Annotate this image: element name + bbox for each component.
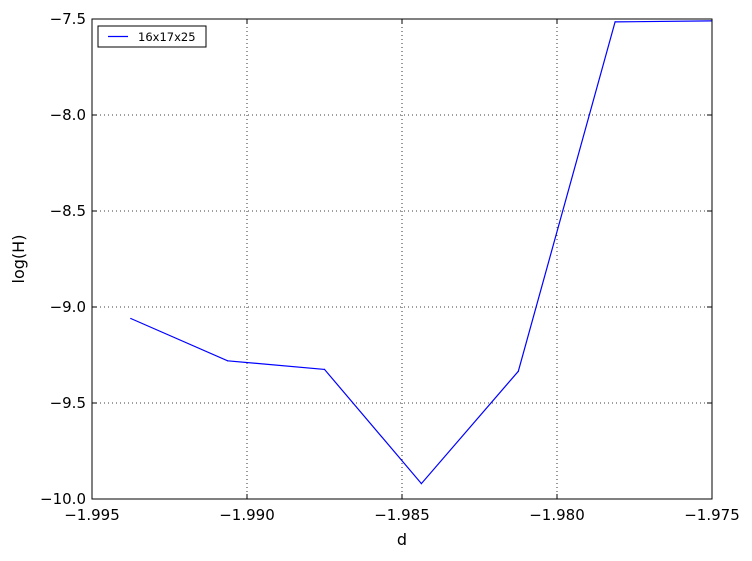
data-point: [614, 21, 616, 23]
data-point: [227, 360, 229, 362]
y-axis-label: log(H): [9, 235, 28, 284]
x-tick-label: −1.985: [374, 506, 430, 524]
x-tick-label: −1.975: [684, 506, 740, 524]
data-point: [323, 368, 326, 370]
grid-lines: [92, 19, 712, 499]
x-tick-label: −1.995: [64, 506, 120, 524]
y-tick-label: −9.0: [50, 298, 86, 316]
data-point: [130, 317, 132, 320]
y-tick-label: −10.0: [40, 490, 86, 508]
data-point: [517, 370, 519, 372]
y-tick-label: −8.5: [50, 202, 86, 220]
legend-label: 16x17x25: [138, 30, 196, 44]
legend-box: [97, 25, 207, 48]
y-tick-label: −7.5: [50, 10, 86, 28]
y-tick-label: −9.5: [50, 394, 86, 412]
x-axis-label: d: [397, 530, 407, 549]
series-layer: [130, 20, 713, 485]
y-tick-label: −8.0: [50, 106, 86, 124]
legend: 16x17x25: [97, 25, 207, 48]
x-tick-label: −1.980: [529, 506, 585, 524]
data-point: [420, 483, 422, 485]
x-tick-label: −1.990: [219, 506, 275, 524]
axis-ticks: −1.995 −1.990 −1.985 −1.980 −1.975 −10.0 −9.5 −…: [40, 10, 740, 524]
